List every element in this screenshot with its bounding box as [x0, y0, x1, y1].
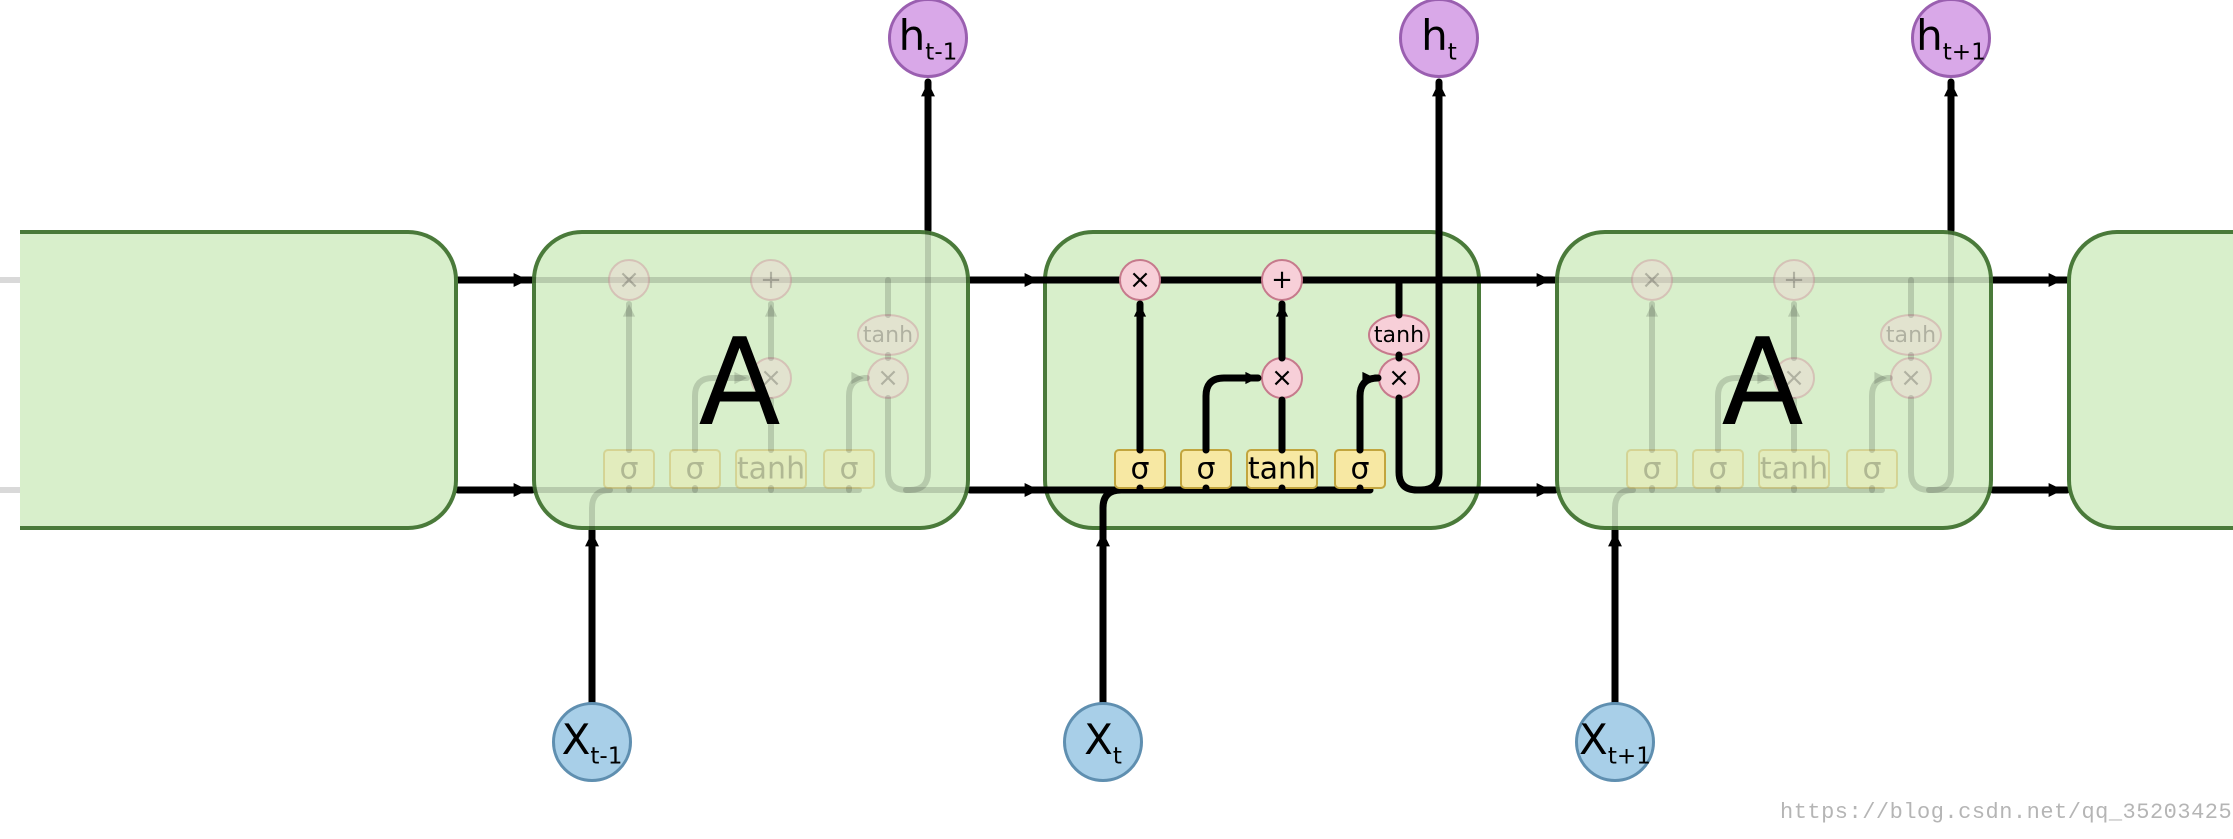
svg-text:σ: σ: [1350, 452, 1369, 487]
input-x-node: Xt: [1063, 702, 1143, 782]
svg-text:tanh: tanh: [1760, 452, 1828, 487]
svg-text:σ: σ: [619, 452, 638, 487]
cell-label-a: A: [698, 314, 780, 453]
output-h-label: ht: [1421, 11, 1457, 65]
output-h-node: ht+1: [1911, 0, 1991, 78]
diagram-canvas: σσtanhσ×+×tanh×Aσσtanhσ×+×tanh×σσtanhσ×+…: [0, 0, 2233, 839]
svg-text:σ: σ: [685, 452, 704, 487]
svg-text:σ: σ: [839, 452, 858, 487]
output-h-label: ht+1: [1916, 11, 1986, 65]
svg-text:×: ×: [1129, 265, 1151, 295]
input-x-label: Xt-1: [562, 715, 623, 769]
watermark-text: https://blog.csdn.net/qq_35203425: [1780, 800, 2232, 825]
svg-text:×: ×: [1641, 265, 1663, 295]
svg-text:tanh: tanh: [1374, 322, 1424, 348]
svg-text:×: ×: [1388, 363, 1410, 393]
output-h-node: ht-1: [888, 0, 968, 78]
svg-text:tanh: tanh: [1248, 452, 1316, 487]
svg-text:×: ×: [618, 265, 640, 295]
input-x-label: Xt: [1084, 715, 1122, 769]
svg-text:σ: σ: [1708, 452, 1727, 487]
lstm-cell: [2067, 230, 2233, 530]
input-x-label: Xt+1: [1579, 715, 1651, 769]
svg-text:×: ×: [877, 363, 899, 393]
svg-text:+: +: [760, 265, 782, 295]
svg-text:σ: σ: [1196, 452, 1215, 487]
svg-text:tanh: tanh: [863, 322, 913, 348]
svg-text:tanh: tanh: [737, 452, 805, 487]
lstm-cell: [20, 230, 458, 530]
output-h-node: ht: [1399, 0, 1479, 78]
svg-text:×: ×: [1900, 363, 1922, 393]
cell-label-a: A: [1721, 314, 1803, 453]
svg-text:+: +: [1271, 265, 1293, 295]
input-x-node: Xt+1: [1575, 702, 1655, 782]
lstm-cell-internals-main: σσtanhσ×+×tanh×: [1043, 230, 1481, 530]
output-h-label: ht-1: [899, 11, 958, 65]
input-x-node: Xt-1: [552, 702, 632, 782]
svg-text:σ: σ: [1130, 452, 1149, 487]
svg-text:+: +: [1783, 265, 1805, 295]
svg-text:σ: σ: [1862, 452, 1881, 487]
svg-text:σ: σ: [1642, 452, 1661, 487]
svg-text:×: ×: [1271, 363, 1293, 393]
svg-text:tanh: tanh: [1886, 322, 1936, 348]
